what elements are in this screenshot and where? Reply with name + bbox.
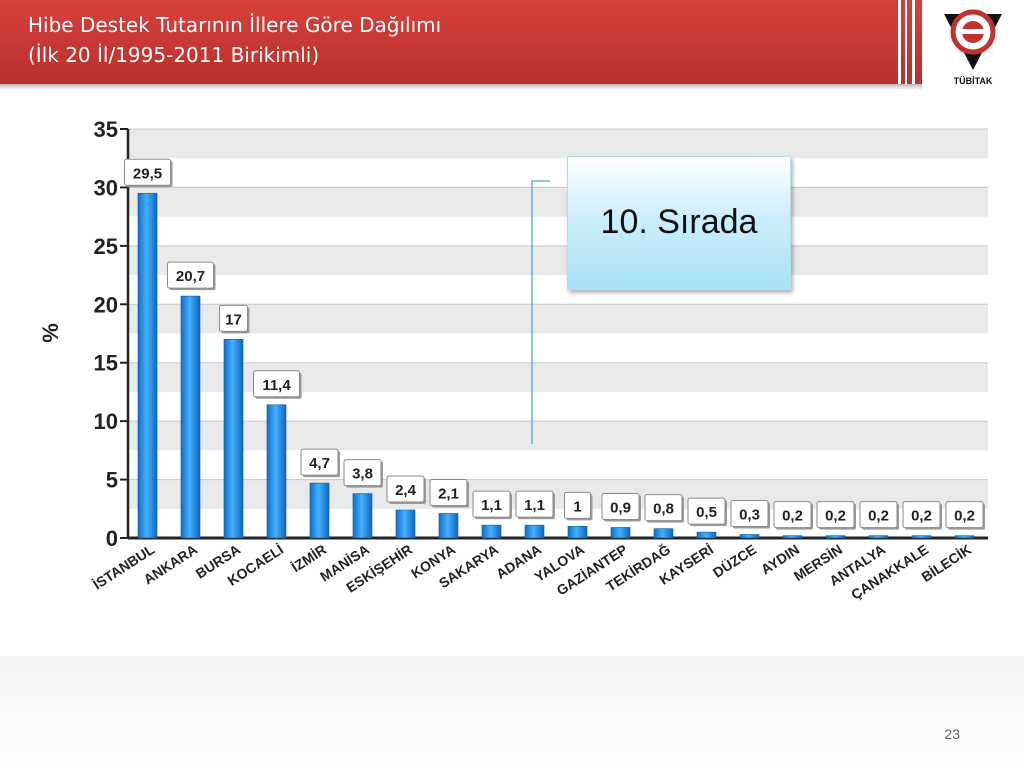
data-label-box [167, 261, 214, 289]
data-label-box [429, 478, 468, 506]
data-label-box [386, 475, 425, 503]
grid-band [128, 245, 988, 276]
data-label: 2,1 [438, 485, 459, 502]
data-label: 11,4 [262, 377, 291, 394]
data-label-box [945, 501, 984, 529]
data-label-box [472, 490, 511, 518]
y-tick-label: 0 [106, 526, 118, 551]
logo-label: TÜBİTAK [953, 76, 993, 86]
bar-2 [180, 295, 201, 539]
x-tick-label: DÜZCE [710, 541, 759, 581]
bar-5 [309, 482, 330, 539]
data-label: 0,9 [610, 499, 631, 516]
bar-13 [653, 528, 674, 539]
data-label-box [343, 459, 382, 487]
y-tick-label: 20 [94, 292, 118, 317]
bar-10 [524, 524, 545, 539]
data-label-box [644, 494, 683, 522]
data-label: 2,4 [395, 482, 417, 499]
callout-box: 10. Sırada [567, 156, 791, 290]
data-label-box [730, 499, 769, 527]
page-number: 23 [944, 726, 960, 742]
data-label-box [219, 304, 248, 332]
y-tick-label: 30 [94, 175, 118, 200]
data-label-box [601, 492, 640, 520]
grid-band [128, 479, 988, 509]
bar-11 [567, 526, 588, 539]
data-label-box [300, 448, 339, 476]
bar-6 [352, 493, 373, 539]
bar-9 [481, 524, 502, 539]
data-label: 1,1 [481, 497, 502, 514]
data-label: 17 [225, 311, 242, 328]
data-label: 0,2 [911, 508, 932, 525]
logo: TÜBİTAK [922, 0, 1024, 90]
data-label: 0,5 [696, 504, 717, 521]
tubitak-logo-icon [944, 9, 1002, 70]
bar-chart: 05101520253035%29,5İSTANBUL20,7ANKARA17B… [38, 117, 988, 603]
grid-band [128, 421, 988, 451]
x-tick-label: BİLECİK [918, 541, 974, 585]
bar-1 [137, 192, 158, 539]
y-tick-label: 35 [94, 117, 118, 142]
y-tick-label: 25 [94, 234, 118, 259]
bar-8 [438, 513, 459, 539]
data-label-box [253, 370, 300, 398]
data-label: 0,3 [739, 506, 760, 523]
bar-20 [954, 535, 975, 539]
title-line-1: Hibe Destek Tutarının İllere Göre Dağılı… [28, 13, 442, 37]
data-label: 4,7 [309, 455, 330, 472]
grid-band [128, 304, 988, 334]
y-axis-label: % [38, 323, 63, 343]
callout-connector [531, 180, 550, 444]
data-label: 0,2 [782, 508, 803, 525]
data-label: 0,2 [868, 508, 889, 525]
bar-14 [696, 531, 717, 539]
bar-12 [610, 527, 631, 539]
data-label-box [124, 158, 171, 186]
header-stripe [898, 0, 901, 84]
bar-19 [911, 535, 932, 539]
data-label: 0,2 [954, 508, 975, 525]
bar-3 [223, 339, 244, 539]
data-label-box [859, 501, 898, 529]
y-tick-label: 15 [94, 351, 118, 376]
bar-18 [868, 535, 889, 539]
data-label: 1 [573, 498, 581, 515]
data-label: 3,8 [352, 466, 373, 483]
bar-4 [266, 404, 287, 539]
data-label: 20,7 [176, 268, 205, 285]
slide-title: Hibe Destek Tutarının İllere Göre Dağılı… [28, 10, 441, 70]
header-bar [0, 0, 1024, 84]
y-tick-label: 5 [106, 468, 118, 493]
bar-7 [395, 509, 416, 539]
data-label-box [816, 501, 855, 529]
bar-16 [782, 535, 803, 539]
data-label-box [687, 497, 726, 525]
data-label-box [902, 501, 941, 529]
footer-band [0, 656, 1024, 768]
callout-text: 10. Sırada [600, 203, 758, 241]
header-shadow [0, 84, 1024, 90]
grid-band [128, 129, 988, 159]
data-label-box [564, 491, 591, 519]
data-label: 29,5 [133, 165, 162, 182]
title-line-2: (İlk 20 İl/1995-2011 Birikimli) [28, 43, 320, 67]
data-label: 1,1 [524, 497, 545, 514]
grid-band [128, 187, 988, 217]
data-label: 0,8 [653, 501, 674, 518]
data-label-box [773, 501, 812, 529]
y-tick-label: 10 [94, 409, 118, 434]
header-stripe [912, 0, 915, 84]
data-label: 0,2 [825, 508, 846, 525]
bar-17 [825, 535, 846, 539]
header-stripe [905, 0, 907, 84]
data-label-box [515, 490, 554, 518]
bar-15 [739, 534, 760, 539]
